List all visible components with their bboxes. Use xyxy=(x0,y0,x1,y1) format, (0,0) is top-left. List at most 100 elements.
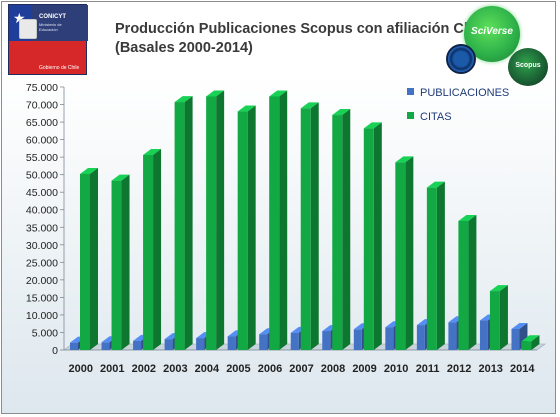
bar-citas-2008 xyxy=(332,115,343,350)
bar-citas-2002-side xyxy=(153,149,162,350)
legend-label-citas: CITAS xyxy=(420,111,452,123)
y-tick-label: 75.000 xyxy=(26,82,58,94)
logo-government-name: Gobierno de Chile xyxy=(39,65,80,71)
bar-publicaciones-2014-top xyxy=(511,322,528,329)
bar-citas-2007-top xyxy=(300,102,319,109)
bar-citas-2012 xyxy=(458,220,469,350)
bar-citas-2000-top xyxy=(80,167,98,174)
bar-citas-2001-side xyxy=(121,174,130,350)
bar-citas-2004 xyxy=(206,96,217,350)
chart-title: Producción Publicaciones Scopus con afil… xyxy=(115,20,489,58)
y-tick-label: 15.000 xyxy=(26,292,58,304)
bar-citas-2003 xyxy=(174,102,185,350)
logo-red-field xyxy=(9,41,86,74)
bar-citas-2012-top xyxy=(458,214,477,221)
scopus-badge: Scopus xyxy=(508,48,548,86)
y-tick-label: 55.000 xyxy=(26,152,58,164)
y-tick-label: 40.000 xyxy=(26,205,58,217)
logo-ministry-name: Ministerio de Educación xyxy=(39,22,62,32)
bar-citas-2007-side xyxy=(310,102,319,351)
logo-field xyxy=(31,5,88,41)
bar-citas-2001 xyxy=(111,180,122,350)
bar-citas-2001-top xyxy=(111,174,130,181)
bar-citas-2008-side xyxy=(342,109,351,350)
bar-publicaciones-2009 xyxy=(353,329,362,350)
scopus-label: Scopus xyxy=(515,62,541,69)
x-tick-label-2001: 2001 xyxy=(100,363,124,375)
bar-publicaciones-2000 xyxy=(70,342,78,350)
y-tick-label: 20.000 xyxy=(26,275,58,287)
bar-publicaciones-2013 xyxy=(479,320,488,350)
bar-publicaciones-2005 xyxy=(227,336,236,350)
bar-publicaciones-2003 xyxy=(164,339,173,350)
bar-citas-2009-side xyxy=(373,122,382,351)
bar-publicaciones-2007 xyxy=(290,332,299,350)
y-tick-label: 0 xyxy=(52,345,58,357)
bar-citas-2005 xyxy=(237,111,248,351)
bar-citas-2004-top xyxy=(206,90,225,97)
legend-swatch-citas xyxy=(407,112,414,119)
bar-citas-2006 xyxy=(269,96,280,350)
x-tick-label-2003: 2003 xyxy=(163,363,187,375)
bar-citas-2014-side xyxy=(531,335,540,350)
legend-label-publicaciones: PUBLICACIONES xyxy=(420,87,509,99)
logo-agency-name: CONICYT xyxy=(39,14,66,20)
bar-citas-2013-top xyxy=(489,285,508,292)
conicyt-logo: ★ CONICYT Ministerio de Educación Gobier… xyxy=(8,4,88,75)
y-tick-label: 60.000 xyxy=(26,135,58,147)
x-tick-label-2006: 2006 xyxy=(258,363,282,375)
bar-citas-2005-side xyxy=(247,105,256,351)
bar-citas-2003-side xyxy=(184,96,193,350)
bar-citas-2011-side xyxy=(436,181,445,350)
y-tick-label: 65.000 xyxy=(26,117,58,129)
y-tick-label: 50.000 xyxy=(26,170,58,182)
bar-publicaciones-2010 xyxy=(385,327,394,350)
bar-citas-2002-top xyxy=(143,149,162,156)
y-tick-label: 45.000 xyxy=(26,187,58,199)
chart-legend: PUBLICACIONES CITAS xyxy=(407,87,509,123)
x-tick-label-2004: 2004 xyxy=(195,363,220,375)
bar-publicaciones-2011 xyxy=(416,325,425,350)
bar-citas-2008-top xyxy=(332,109,351,116)
bar-citas-2012-side xyxy=(468,214,477,350)
bar-citas-2010 xyxy=(395,162,406,350)
bar-citas-2013 xyxy=(489,291,500,350)
y-tick-label: 35.000 xyxy=(26,222,58,234)
bar-citas-2007 xyxy=(300,108,311,351)
bar-citas-2011 xyxy=(426,187,437,350)
y-tick-label: 10.000 xyxy=(26,310,58,322)
chart-title-line-1: Producción Publicaciones Scopus con afil… xyxy=(115,21,489,37)
bar-citas-2005-top xyxy=(237,105,256,112)
bar-citas-2013-side xyxy=(499,285,508,350)
bar-citas-2004-side xyxy=(216,90,225,350)
bar-publicaciones-2008 xyxy=(322,331,331,350)
x-tick-label-2009: 2009 xyxy=(352,363,376,375)
chart-title-line-2: (Basales 2000-2014) xyxy=(115,40,253,56)
sciverse-ring-icon xyxy=(446,44,476,74)
y-tick-label: 70.000 xyxy=(26,100,58,112)
bar-citas-2009-top xyxy=(363,122,382,129)
coat-of-arms-icon xyxy=(19,19,37,39)
bar-citas-2014-top xyxy=(521,335,540,342)
y-tick-label: 5.000 xyxy=(32,327,58,339)
bar-citas-2003-top xyxy=(174,96,193,103)
x-tick-label-2005: 2005 xyxy=(226,363,250,375)
bar-citas-2002 xyxy=(143,155,154,350)
bar-citas-2006-top xyxy=(269,90,288,97)
bar-citas-2010-top xyxy=(395,156,414,163)
x-tick-label-2007: 2007 xyxy=(289,363,313,375)
y-tick-label: 30.000 xyxy=(26,240,58,252)
bar-publicaciones-2001 xyxy=(101,342,110,350)
x-tick-label-2000: 2000 xyxy=(69,363,93,375)
x-tick-label-2011: 2011 xyxy=(416,363,440,375)
bar-publicaciones-2002 xyxy=(133,340,142,350)
sciverse-label: SciVerse xyxy=(471,26,513,37)
bar-publicaciones-2012 xyxy=(448,322,457,350)
x-tick-label-2010: 2010 xyxy=(384,363,408,375)
x-tick-label-2002: 2002 xyxy=(132,363,156,375)
bar-publicaciones-2006 xyxy=(259,334,268,350)
bar-citas-2000-side xyxy=(90,167,98,350)
bar-citas-2000 xyxy=(80,173,90,350)
bar-citas-2014 xyxy=(521,341,532,350)
bar-citas-2011-top xyxy=(426,181,445,188)
